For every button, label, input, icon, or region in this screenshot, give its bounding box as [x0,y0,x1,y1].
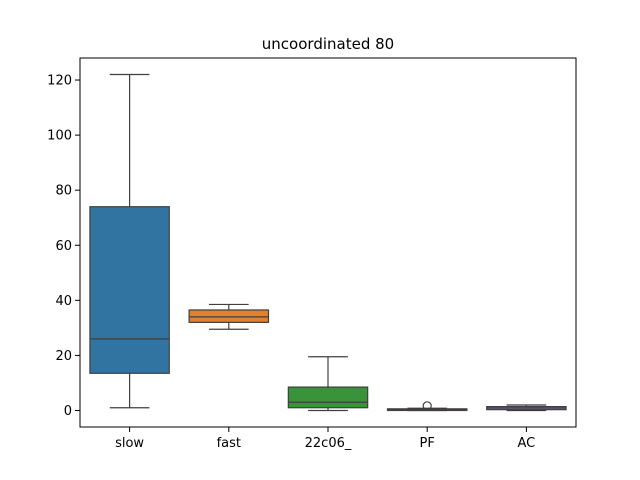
outlier-PF-0 [422,401,432,411]
box-group-22c06_ [287,356,369,412]
y-tick-label-40: 40 [55,294,72,309]
box-group-slow [89,73,170,409]
x-tick-label-AC: AC [518,436,536,451]
x-tick-label-PF: PF [420,436,435,451]
x-tick-label-22c06_: 22c06_ [305,436,352,451]
x-tick-label-slow: slow [115,436,144,451]
box-slow [89,206,170,374]
y-tick-label-120: 120 [47,74,72,89]
y-tick-label-100: 100 [47,129,72,144]
box-group-fast [188,303,270,330]
y-tick-label-60: 60 [55,239,72,254]
chart-title: uncoordinated 80 [262,35,394,53]
box-group-AC [486,404,567,412]
x-tick-label-fast: fast [217,436,241,451]
y-tick-label-0: 0 [64,404,72,419]
y-tick-label-20: 20 [55,349,72,364]
plot-area [89,73,567,412]
box-22c06_ [287,386,369,409]
axes: 0 20 40 60 80 100 120 slow fast 22c06_ PF AC [47,57,577,451]
box-fast [188,309,270,323]
box-group-PF [386,401,468,412]
y-tick-label-80: 80 [55,184,72,199]
